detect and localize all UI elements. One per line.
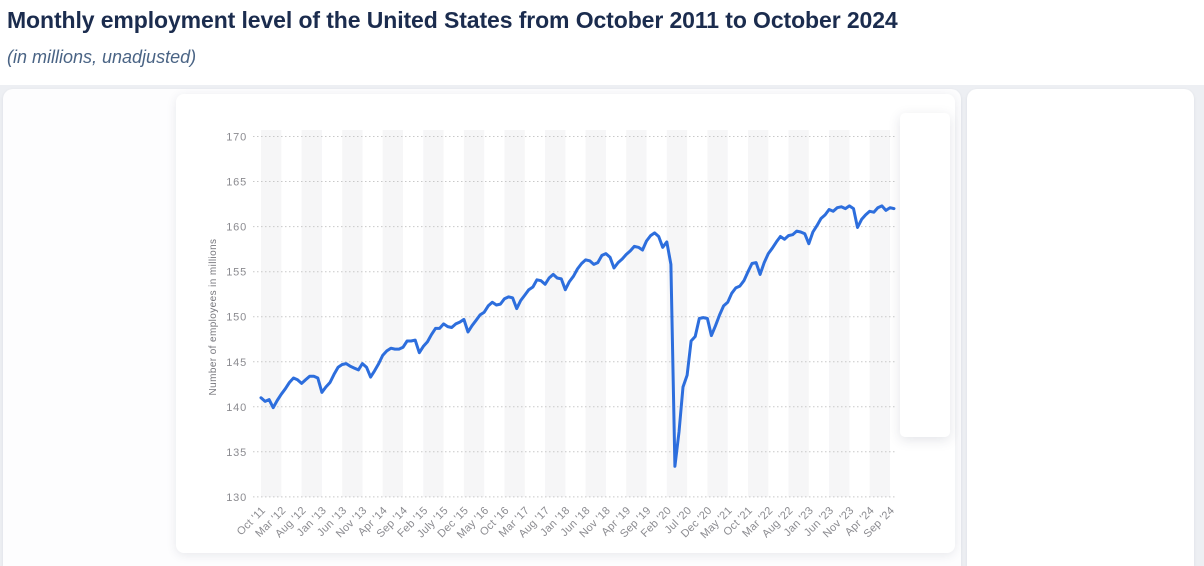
employment-line-chart[interactable]: 130 135 140 145 150 155 160 165 170 Number of emp… — [176, 94, 955, 553]
svg-text:165: 165 — [226, 177, 247, 189]
page-title: Monthly employment level of the United S… — [7, 7, 898, 33]
page-subtitle: (in millions, unadjusted) — [7, 47, 197, 67]
svg-text:135: 135 — [226, 447, 247, 459]
chart-toolbar-panel — [900, 113, 950, 437]
svg-text:155: 155 — [226, 267, 247, 279]
svg-text:130: 130 — [226, 492, 247, 504]
svg-text:170: 170 — [226, 132, 247, 144]
chart-panel: 130 135 140 145 150 155 160 165 170 Number of emp… — [176, 94, 955, 553]
side-panel — [967, 89, 1194, 566]
svg-text:140: 140 — [226, 402, 247, 414]
svg-text:Number of employees in million: Number of employees in millions — [208, 239, 219, 396]
chart-card: 130 135 140 145 150 155 160 165 170 Number of emp… — [3, 89, 961, 566]
svg-text:145: 145 — [226, 357, 247, 369]
svg-text:160: 160 — [226, 222, 247, 234]
page-background: 130 135 140 145 150 155 160 165 170 Number of emp… — [0, 85, 1204, 566]
svg-text:150: 150 — [226, 312, 247, 324]
